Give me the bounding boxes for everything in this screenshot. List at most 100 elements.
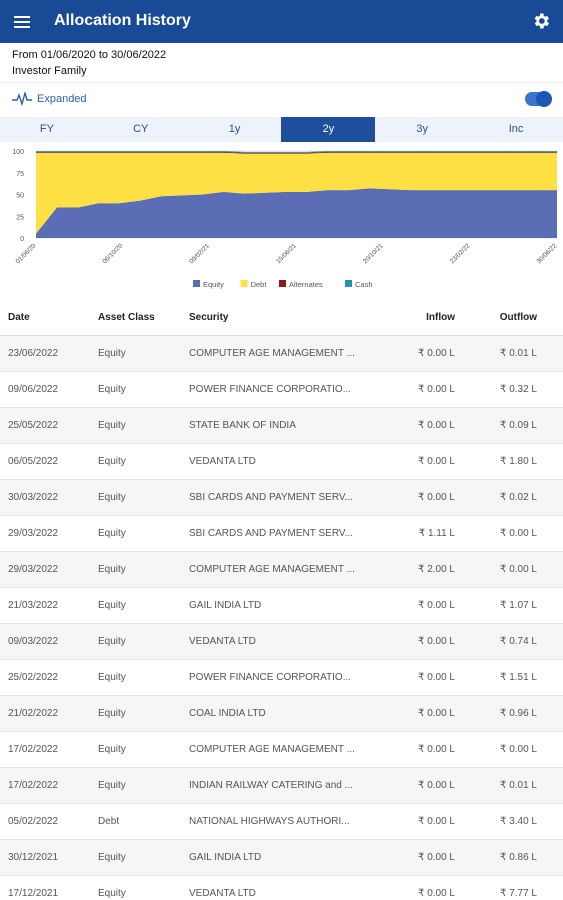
row-date: 30/12/2021 <box>8 852 59 863</box>
tab-fy[interactable]: FY <box>39 123 54 135</box>
row-outflow: ₹ 0.00 L <box>500 528 537 539</box>
row-inflow: ₹ 0.00 L <box>418 492 455 503</box>
row-outflow: ₹ 0.00 L <box>500 744 537 755</box>
header-asset-class[interactable]: Asset Class <box>98 312 155 323</box>
switch-knob <box>536 91 552 107</box>
table-row[interactable]: 06/05/2022 Equity VEDANTA LTD ₹ 0.00 L ₹ 1.8… <box>0 444 563 480</box>
row-date: 09/03/2022 <box>8 636 59 647</box>
row-security: GAIL INDIA LTD <box>189 852 262 863</box>
table-row[interactable]: 21/02/2022 Equity COAL INDIA LTD ₹ 0.00 L ₹ … <box>0 696 563 732</box>
x-tick-label: 15/06/21 <box>275 242 298 265</box>
row-security: NATIONAL HIGHWAYS AUTHORI... <box>189 816 350 827</box>
row-inflow: ₹ 0.00 L <box>418 456 455 467</box>
row-outflow: ₹ 0.86 L <box>500 852 537 863</box>
legend-label: Equity <box>203 280 224 289</box>
row-outflow: ₹ 7.77 L <box>500 888 537 899</box>
row-asset-class: Equity <box>98 708 126 719</box>
row-date: 21/03/2022 <box>8 600 59 611</box>
table-row[interactable]: 17/02/2022 Equity INDIAN RAILWAY CATERING … <box>0 768 563 804</box>
row-inflow: ₹ 0.00 L <box>418 636 455 647</box>
row-security: POWER FINANCE CORPORATIO... <box>189 384 352 395</box>
tab-1y[interactable]: 1y <box>228 123 241 135</box>
row-date: 17/12/2021 <box>8 888 59 899</box>
tab-inc[interactable]: Inc <box>508 123 524 135</box>
x-tick-label: 30/06/22 <box>536 242 559 265</box>
row-asset-class: Equity <box>98 420 126 431</box>
table-row[interactable]: 30/12/2021 Equity GAIL INDIA LTD ₹ 0.00 L ₹ … <box>0 840 563 876</box>
filter-info: From 01/06/2020 to 30/06/2022 Investor F… <box>12 47 166 79</box>
period-tabs: FY CY 1y 2y 3y Inc <box>0 117 563 142</box>
table-row[interactable]: 21/03/2022 Equity GAIL INDIA LTD ₹ 0.00 L ₹ … <box>0 588 563 624</box>
table-row[interactable]: 05/02/2022 Debt NATIONAL HIGHWAYS AUTHORI.… <box>0 804 563 840</box>
y-tick-label: 25 <box>16 214 24 221</box>
row-date: 06/05/2022 <box>8 456 59 467</box>
row-security: COAL INDIA LTD <box>189 708 266 719</box>
table-row[interactable]: 25/05/2022 Equity STATE BANK OF INDIA ₹ 0.0… <box>0 408 563 444</box>
header-inflow[interactable]: Inflow <box>426 312 455 323</box>
row-date: 17/02/2022 <box>8 780 59 791</box>
menu-icon[interactable] <box>14 16 30 28</box>
tab-cy[interactable]: CY <box>133 123 149 135</box>
row-inflow: ₹ 0.00 L <box>418 708 455 719</box>
row-inflow: ₹ 0.00 L <box>418 348 455 359</box>
row-asset-class: Equity <box>98 528 126 539</box>
legend-swatch <box>345 280 352 287</box>
table-header: Date Asset Class Security Inflow Outflow <box>0 300 563 336</box>
expanded-label: Expanded <box>37 93 87 105</box>
table-row[interactable]: 09/03/2022 Equity VEDANTA LTD ₹ 0.00 L ₹ 0.7… <box>0 624 563 660</box>
row-security: COMPUTER AGE MANAGEMENT ... <box>189 744 355 755</box>
pulse-icon <box>12 92 32 106</box>
row-security: VEDANTA LTD <box>189 456 256 467</box>
row-asset-class: Equity <box>98 492 126 503</box>
row-security: POWER FINANCE CORPORATIO... <box>189 672 352 683</box>
table-row[interactable]: 09/06/2022 Equity POWER FINANCE CORPORATIO… <box>0 372 563 408</box>
x-tick-label: 23/02/22 <box>449 242 472 265</box>
row-inflow: ₹ 1.11 L <box>418 528 455 539</box>
table-row[interactable]: 23/06/2022 Equity COMPUTER AGE MANAGEMENT … <box>0 336 563 372</box>
header-security[interactable]: Security <box>189 312 229 323</box>
row-security: SBI CARDS AND PAYMENT SERV... <box>189 528 353 539</box>
row-outflow: ₹ 0.96 L <box>500 708 537 719</box>
series-area-debt <box>36 152 557 234</box>
x-tick-label: 09/02/21 <box>188 242 211 265</box>
row-asset-class: Equity <box>98 600 126 611</box>
gear-icon[interactable] <box>531 11 551 31</box>
header-outflow[interactable]: Outflow <box>499 312 537 323</box>
row-security: STATE BANK OF INDIA <box>189 420 296 431</box>
row-outflow: ₹ 0.02 L <box>500 492 537 503</box>
row-date: 17/02/2022 <box>8 744 59 755</box>
row-asset-class: Debt <box>98 816 120 827</box>
legend-label: Debt <box>251 280 268 289</box>
y-tick-label: 75 <box>16 171 24 178</box>
tab-2y[interactable]: 2y <box>281 117 376 142</box>
series-area-alternates <box>36 151 557 154</box>
table-row[interactable]: 29/03/2022 Equity SBI CARDS AND PAYMENT SE… <box>0 516 563 552</box>
table-row[interactable]: 25/02/2022 Equity POWER FINANCE CORPORATIO… <box>0 660 563 696</box>
row-asset-class: Equity <box>98 564 126 575</box>
table-row[interactable]: 30/03/2022 Equity SBI CARDS AND PAYMENT SE… <box>0 480 563 516</box>
row-security: SBI CARDS AND PAYMENT SERV... <box>189 492 353 503</box>
row-inflow: ₹ 2.00 L <box>418 564 455 575</box>
expanded-switch[interactable] <box>525 91 552 107</box>
row-date: 30/03/2022 <box>8 492 59 503</box>
y-tick-label: 50 <box>16 193 24 200</box>
table-row[interactable]: 29/03/2022 Equity COMPUTER AGE MANAGEMENT … <box>0 552 563 588</box>
x-tick-label: 06/10/20 <box>101 242 124 265</box>
table-row[interactable]: 17/02/2022 Equity COMPUTER AGE MANAGEMENT … <box>0 732 563 768</box>
investor-name: Investor Family <box>12 65 87 77</box>
row-asset-class: Equity <box>98 384 126 395</box>
tab-3y[interactable]: 3y <box>416 123 429 135</box>
legend-swatch <box>279 280 286 287</box>
row-security: COMPUTER AGE MANAGEMENT ... <box>189 564 355 575</box>
page-title: Allocation History <box>54 12 191 29</box>
row-inflow: ₹ 0.00 L <box>418 672 455 683</box>
table-row[interactable]: 17/12/2021 Equity VEDANTA LTD ₹ 0.00 L ₹ 7.7… <box>0 876 563 900</box>
row-inflow: ₹ 0.00 L <box>418 744 455 755</box>
row-inflow: ₹ 0.00 L <box>418 780 455 791</box>
row-outflow: ₹ 0.32 L <box>500 384 537 395</box>
header-date[interactable]: Date <box>8 312 30 323</box>
row-date: 05/02/2022 <box>8 816 59 827</box>
legend-swatch <box>240 280 248 287</box>
row-outflow: ₹ 1.51 L <box>500 672 537 683</box>
row-inflow: ₹ 0.00 L <box>418 384 455 395</box>
